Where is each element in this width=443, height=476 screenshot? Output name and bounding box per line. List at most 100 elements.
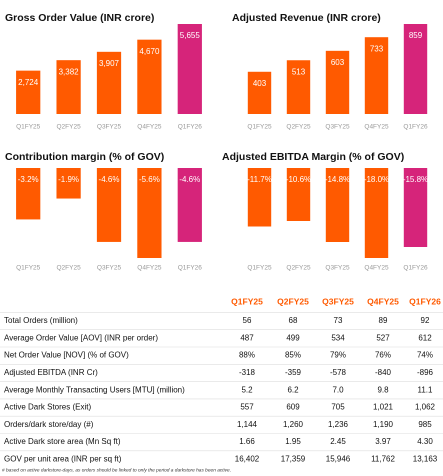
- table-cell: 1,260: [283, 420, 304, 429]
- bar: [177, 168, 202, 242]
- row-label: GOV per unit area (INR per sq ft): [4, 455, 122, 464]
- table-cell: 1,062: [415, 403, 436, 412]
- table-cell: 1.66: [239, 437, 255, 446]
- x-tick-label: Q2FY25: [56, 265, 81, 272]
- table-cell: 527: [376, 333, 390, 342]
- bar: [364, 37, 389, 114]
- table-cell: 89: [379, 316, 388, 325]
- table-cell: 74%: [417, 351, 433, 360]
- table-cell: 5.2: [241, 385, 253, 394]
- row-label: Adjusted EBITDA (INR Cr): [4, 368, 98, 377]
- table-cell: 1,021: [373, 403, 394, 412]
- x-tick-label: Q2FY25: [286, 124, 311, 131]
- row-label: Active Dark store area (Mn Sq ft): [4, 437, 121, 446]
- value-label: -18.0%: [364, 175, 389, 184]
- row-label: Net Order Value [NOV] (% of GOV): [4, 351, 129, 360]
- bar: [325, 168, 350, 242]
- x-tick-label: Q3FY25: [97, 124, 122, 131]
- table-cell: 85%: [285, 351, 301, 360]
- value-label: 4,670: [139, 47, 160, 56]
- table-cell: 92: [421, 316, 430, 325]
- x-tick-label: Q1FY25: [16, 124, 41, 131]
- row-label: Average Monthly Transacting Users [MTU] …: [4, 385, 185, 394]
- table-cell: 6.2: [287, 385, 299, 394]
- bar: [403, 24, 428, 114]
- table-cell: 1,144: [237, 420, 258, 429]
- bar: [137, 39, 162, 114]
- value-label: 513: [292, 67, 306, 76]
- x-tick-label: Q4FY25: [137, 265, 162, 272]
- value-label: -10.6%: [286, 175, 311, 184]
- x-tick-label: Q1FY25: [247, 265, 272, 272]
- x-tick-label: Q1FY26: [178, 265, 203, 272]
- value-label: 733: [370, 44, 384, 53]
- value-label: -11.7%: [247, 175, 272, 184]
- x-tick-label: Q1FY26: [403, 124, 428, 131]
- x-tick-label: Q1FY25: [16, 265, 41, 272]
- row-label: Active Dark Stores (Exit): [4, 403, 91, 412]
- table-cell: 4.30: [417, 437, 433, 446]
- x-tick-label: Q4FY25: [137, 124, 162, 131]
- bar: [16, 168, 41, 220]
- table-cell: 2.45: [330, 437, 346, 446]
- chart-title: Contribution margin (% of GOV): [5, 151, 164, 163]
- x-tick-label: Q4FY25: [364, 265, 389, 272]
- table-cell: 11,762: [371, 455, 395, 464]
- table-cell: 7.0: [332, 385, 344, 394]
- table-cell: 76%: [375, 351, 391, 360]
- table-bg: [0, 294, 443, 466]
- bar: [247, 168, 272, 227]
- bar: [286, 168, 311, 221]
- x-tick-label: Q2FY25: [56, 124, 81, 131]
- x-tick-label: Q1FY25: [247, 124, 272, 131]
- column-header: Q3FY25: [322, 296, 354, 306]
- table-cell: 612: [418, 333, 432, 342]
- table-cell: 11.1: [418, 385, 434, 394]
- table-cell: 1,190: [373, 420, 394, 429]
- x-tick-label: Q2FY25: [286, 265, 311, 272]
- value-label: -5.6%: [139, 175, 160, 184]
- table-cell: 73: [334, 316, 343, 325]
- value-label: -4.6%: [179, 175, 200, 184]
- row-label: Average Order Value [AOV] (INR per order…: [4, 333, 158, 342]
- x-tick-label: Q3FY25: [325, 265, 350, 272]
- value-label: -15.8%: [403, 175, 428, 184]
- table-cell: 13,163: [413, 455, 438, 464]
- table-cell: 985: [418, 420, 432, 429]
- footnote: # based on active darkstore-days, as ord…: [2, 467, 231, 473]
- table-cell: 499: [286, 333, 300, 342]
- value-label: 3,382: [59, 67, 80, 76]
- table-cell: 609: [286, 403, 300, 412]
- chart-title: Gross Order Value (INR crore): [5, 12, 154, 24]
- value-label: -4.6%: [99, 175, 120, 184]
- bar: [364, 168, 389, 258]
- table-cell: -896: [417, 368, 434, 377]
- value-label: 403: [253, 79, 267, 88]
- table-cell: -840: [375, 368, 392, 377]
- x-tick-label: Q1FY26: [178, 124, 203, 131]
- value-label: -1.9%: [58, 175, 79, 184]
- table-cell: 15,946: [326, 455, 351, 464]
- column-header: Q1FY26: [409, 296, 441, 306]
- table-cell: 3.97: [375, 437, 391, 446]
- bar: [56, 168, 81, 199]
- x-tick-label: Q3FY25: [325, 124, 350, 131]
- column-header: Q4FY25: [367, 296, 399, 306]
- bar: [96, 51, 122, 114]
- bar: [286, 60, 311, 114]
- value-label: -14.8%: [325, 175, 350, 184]
- bar: [16, 70, 41, 114]
- table-cell: 56: [243, 316, 252, 325]
- value-label: 859: [409, 31, 423, 40]
- x-tick-label: Q1FY26: [403, 265, 428, 272]
- x-tick-label: Q4FY25: [364, 124, 389, 131]
- bar: [177, 24, 202, 114]
- table-cell: 1.95: [285, 437, 301, 446]
- bar: [325, 50, 350, 114]
- table-cell: -578: [330, 368, 347, 377]
- table-cell: 557: [240, 403, 254, 412]
- table-cell: 68: [289, 316, 298, 325]
- value-label: -3.2%: [18, 175, 39, 184]
- column-header: Q2FY25: [277, 296, 309, 306]
